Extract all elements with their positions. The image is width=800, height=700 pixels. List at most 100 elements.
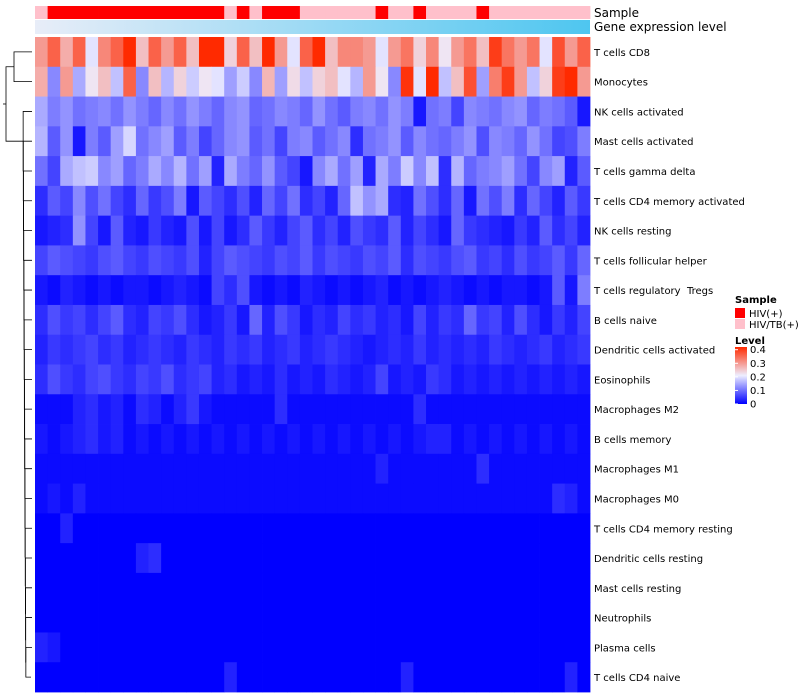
legend-level-tick-label: 0.3 — [750, 359, 766, 370]
heatmap-cell — [463, 572, 477, 604]
heatmap-cell — [35, 394, 49, 425]
heatmap-cell — [123, 662, 137, 693]
heatmap-cell — [552, 453, 566, 484]
heatmap-cell — [249, 572, 263, 604]
heatmap-cell — [413, 572, 427, 604]
heatmap-cell — [148, 126, 162, 157]
heatmap-cell — [337, 215, 351, 246]
heatmap-cell — [110, 424, 124, 455]
heatmap-cell — [501, 37, 515, 68]
heatmap-cell — [72, 126, 86, 157]
heatmap-cell — [400, 156, 414, 187]
heatmap-cell — [426, 513, 440, 544]
heatmap-cell — [501, 275, 515, 306]
heatmap-cell — [249, 96, 263, 127]
heatmap-cell — [400, 662, 414, 693]
heatmap-cell — [299, 185, 313, 217]
heatmap-cell — [47, 126, 61, 157]
heatmap-cell — [476, 543, 490, 574]
heatmap-cell — [337, 126, 351, 157]
heatmap-cell — [552, 304, 566, 336]
heatmap-cell — [186, 185, 200, 217]
heatmap-cell — [299, 424, 313, 455]
heatmap-cell — [514, 66, 528, 97]
heatmap-cell — [123, 275, 137, 306]
heatmap-cell — [236, 275, 250, 306]
sample-annotation-cell — [262, 6, 276, 19]
heatmap-cell — [274, 394, 288, 425]
heatmap-cell — [514, 245, 528, 276]
heatmap-cell — [161, 156, 175, 187]
heatmap-cell — [186, 245, 200, 276]
heatmap-cell — [148, 156, 162, 187]
heatmap-cell — [60, 334, 74, 365]
heatmap-cell — [98, 156, 112, 187]
heatmap-cell — [325, 156, 339, 187]
heatmap-cell — [514, 513, 528, 544]
heatmap-cell — [552, 632, 566, 663]
heatmap-cell — [262, 394, 276, 425]
heatmap-cell — [325, 96, 339, 127]
heatmap-cell — [539, 572, 553, 604]
heatmap-cell — [224, 364, 238, 395]
heatmap-cell — [388, 215, 402, 246]
heatmap-cell — [539, 37, 553, 68]
heatmap-cell — [564, 96, 578, 127]
heatmap-cell — [262, 304, 276, 336]
heatmap-cell — [564, 66, 578, 97]
heatmap-cell — [451, 513, 465, 544]
heatmap-cell — [362, 126, 376, 157]
heatmap-cell — [236, 185, 250, 217]
heatmap-cell — [72, 37, 86, 68]
heatmap-cell — [552, 543, 566, 574]
heatmap-cell — [299, 632, 313, 663]
row-dendrogram — [3, 51, 32, 678]
sample-annotation-cell — [564, 6, 578, 19]
heatmap-cell — [299, 304, 313, 336]
row-label-macrophages-m0: Macrophages M0 — [594, 495, 679, 506]
legend-sample-title: Sample — [735, 295, 777, 306]
heatmap-cell — [224, 483, 238, 514]
heatmap-cell — [350, 96, 364, 127]
heatmap-cell — [312, 483, 326, 514]
heatmap-cell — [476, 37, 490, 68]
heatmap-cell — [123, 513, 137, 544]
heatmap-cell — [489, 364, 503, 395]
sample-annotation-cell — [60, 6, 74, 19]
heatmap-cell — [489, 572, 503, 604]
heatmap-cell — [539, 245, 553, 276]
heatmap-cell — [451, 96, 465, 127]
heatmap-cell — [476, 96, 490, 127]
heatmap-cell — [489, 632, 503, 663]
heatmap-cell — [135, 543, 149, 574]
heatmap-cell — [325, 602, 339, 633]
heatmap-cell — [236, 572, 250, 604]
heatmap-cell — [501, 424, 515, 455]
heatmap-cell — [110, 245, 124, 276]
heatmap-cell — [47, 572, 61, 604]
heatmap-cell — [501, 334, 515, 365]
heatmap-cell — [224, 37, 238, 68]
heatmap-cell — [539, 334, 553, 365]
heatmap-cell — [438, 96, 452, 127]
heatmap-cell — [526, 126, 540, 157]
heatmap-cell — [312, 126, 326, 157]
heatmap-cell — [287, 96, 301, 127]
heatmap-cell — [224, 334, 238, 365]
sample-annotation-cell — [350, 6, 364, 19]
heatmap-cell — [476, 394, 490, 425]
heatmap-cell — [110, 572, 124, 604]
heatmap-cell — [47, 453, 61, 484]
heatmap-cell — [375, 424, 389, 455]
heatmap-cell — [526, 275, 540, 306]
heatmap-cell — [413, 364, 427, 395]
heatmap-cell — [211, 543, 225, 574]
sample-annotation-cell — [388, 6, 402, 19]
heatmap-cell — [388, 424, 402, 455]
heatmap-cell — [135, 66, 149, 97]
heatmap-cell — [299, 37, 313, 68]
heatmap-cell — [161, 364, 175, 395]
heatmap-cell — [224, 304, 238, 336]
heatmap-cell — [552, 483, 566, 514]
sample-annotation-cell — [287, 6, 301, 19]
